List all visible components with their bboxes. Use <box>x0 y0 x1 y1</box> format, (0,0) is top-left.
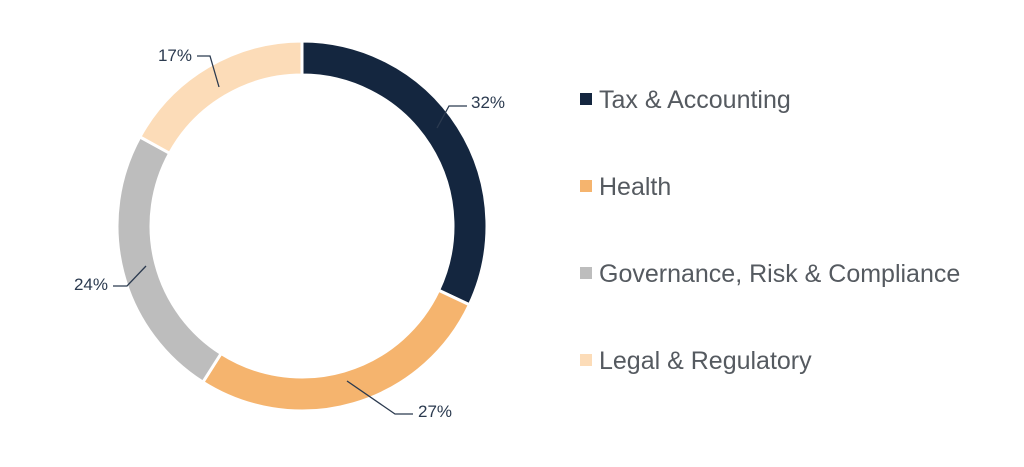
legend-item-health: Health <box>580 173 671 201</box>
legend-item-governance-risk-and-compliance: Governance, Risk & Compliance <box>580 260 960 288</box>
slice-tax-and-accounting <box>300 39 489 307</box>
slice-health <box>200 288 472 413</box>
data-label-tax-and-accounting: 32% <box>471 93 505 112</box>
leader-line-health <box>346 380 413 415</box>
legend-swatch-governance-risk-and-compliance <box>580 267 592 279</box>
leader-line-governance-risk-and-compliance <box>113 265 147 287</box>
legend-label-legal-and-regulatory: Legal & Regulatory <box>599 347 812 375</box>
data-label-governance-risk-and-compliance: 24% <box>74 275 108 294</box>
legend-item-legal-and-regulatory: Legal & Regulatory <box>580 347 812 375</box>
leader-line-tax-and-accounting <box>436 105 467 129</box>
legend-item-tax-and-accounting: Tax & Accounting <box>580 86 791 114</box>
donut-slices <box>115 39 489 413</box>
legend-label-health: Health <box>599 173 671 201</box>
legend-swatch-legal-and-regulatory <box>580 354 592 366</box>
data-label-legal-and-regulatory: 17% <box>158 46 192 65</box>
legend-swatch-health <box>580 180 592 192</box>
slice-governance-risk-and-compliance <box>115 134 224 385</box>
legend-label-governance-risk-and-compliance: Governance, Risk & Compliance <box>599 260 960 288</box>
data-label-health: 27% <box>418 402 452 421</box>
slice-legal-and-regulatory <box>137 39 304 156</box>
legend-swatch-tax-and-accounting <box>580 93 592 105</box>
leader-line-legal-and-regulatory <box>197 55 220 88</box>
leader-lines <box>113 55 467 415</box>
legend-label-tax-and-accounting: Tax & Accounting <box>599 86 791 114</box>
chart-legend: Tax & Accounting Health Governance, Risk &… <box>580 86 960 375</box>
data-labels: 32% 27% 24% 17% <box>74 46 505 421</box>
